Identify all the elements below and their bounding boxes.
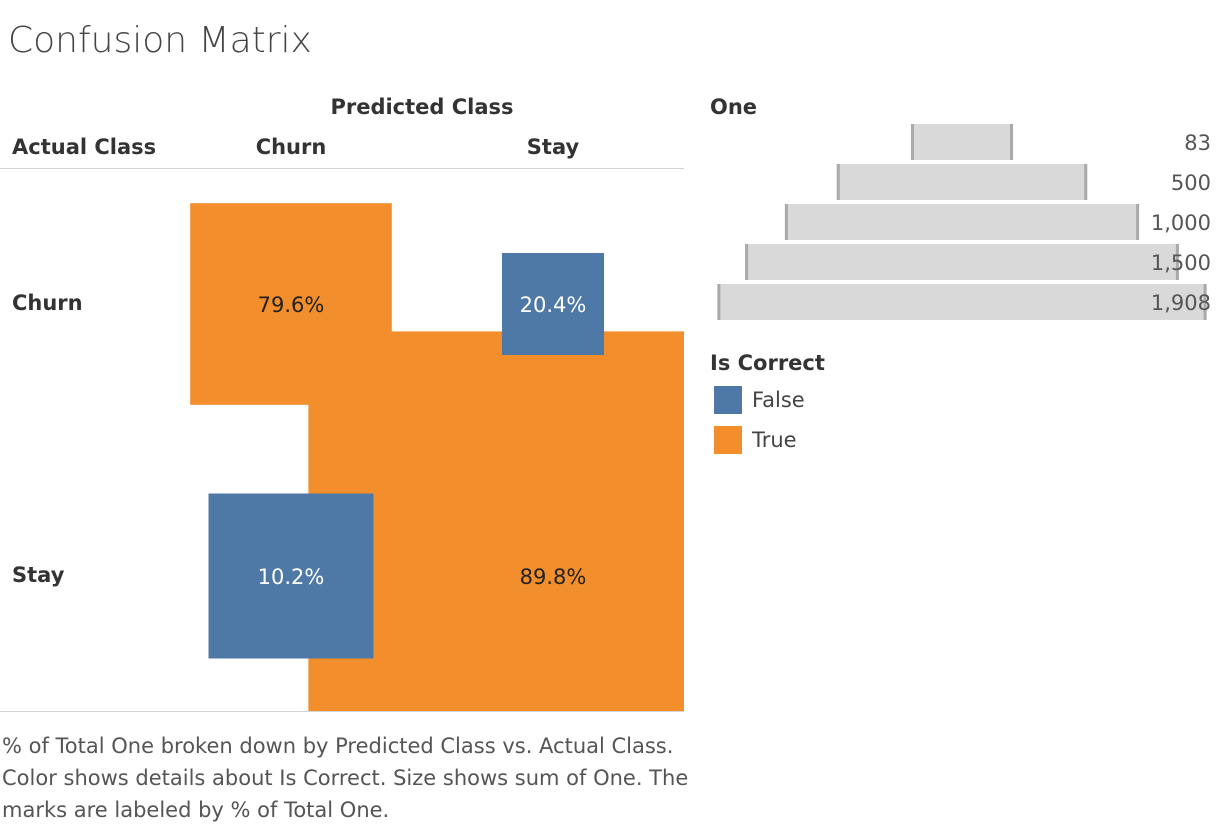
size-legend-label: 1,000 [1151,211,1211,235]
chart-title: Confusion Matrix [8,20,312,61]
size-legend-edge [1010,124,1014,160]
cell-label: 10.2% [258,565,325,589]
size-legend-label: 83 [1184,131,1211,155]
size-legend-edge [1203,284,1207,320]
color-legend-swatch [714,386,742,414]
size-legend-bar [717,284,1207,320]
size-legend-bar [836,164,1088,200]
size-legend-edge [1175,244,1179,280]
size-legend-bar [784,204,1140,240]
size-legend-title: One [710,95,757,119]
color-legend-label: True [751,428,797,452]
caption: % of Total One broken down by Predicted … [2,734,689,822]
size-legend-edge [745,244,749,280]
size-legend-bar [745,244,1179,280]
cell-label: 79.6% [258,293,325,317]
row-title: Actual Class [12,135,156,159]
row-label: Churn [12,291,83,315]
color-legend-label: False [752,388,805,412]
cell-square [208,493,374,659]
column-title: Predicted Class [330,95,513,119]
size-legend-edge [784,204,788,240]
size-legend-label: 1,500 [1151,251,1211,275]
chart: Confusion Matrix Predicted Class Actual … [0,20,1211,712]
cell-square [501,252,605,356]
size-legend-bar [910,124,1014,160]
size-legend-label: 500 [1171,171,1211,195]
size-legend-edge [717,284,721,320]
color-legend-swatch [714,426,742,454]
cell-label: 20.4% [520,293,587,317]
size-legend-edge [1136,204,1140,240]
size-legend-edge [1084,164,1088,200]
size-legend-label: 1,908 [1151,291,1211,315]
cell-label: 89.8% [520,565,587,589]
cell-square [190,203,392,405]
color-legend-title: Is Correct [710,351,825,375]
size-legend-edge [836,164,840,200]
size-legend-edge [910,124,914,160]
column-label: Stay [527,135,580,159]
matrix-pane [190,203,684,711]
row-label: Stay [12,563,65,587]
column-label: Churn [256,135,327,159]
